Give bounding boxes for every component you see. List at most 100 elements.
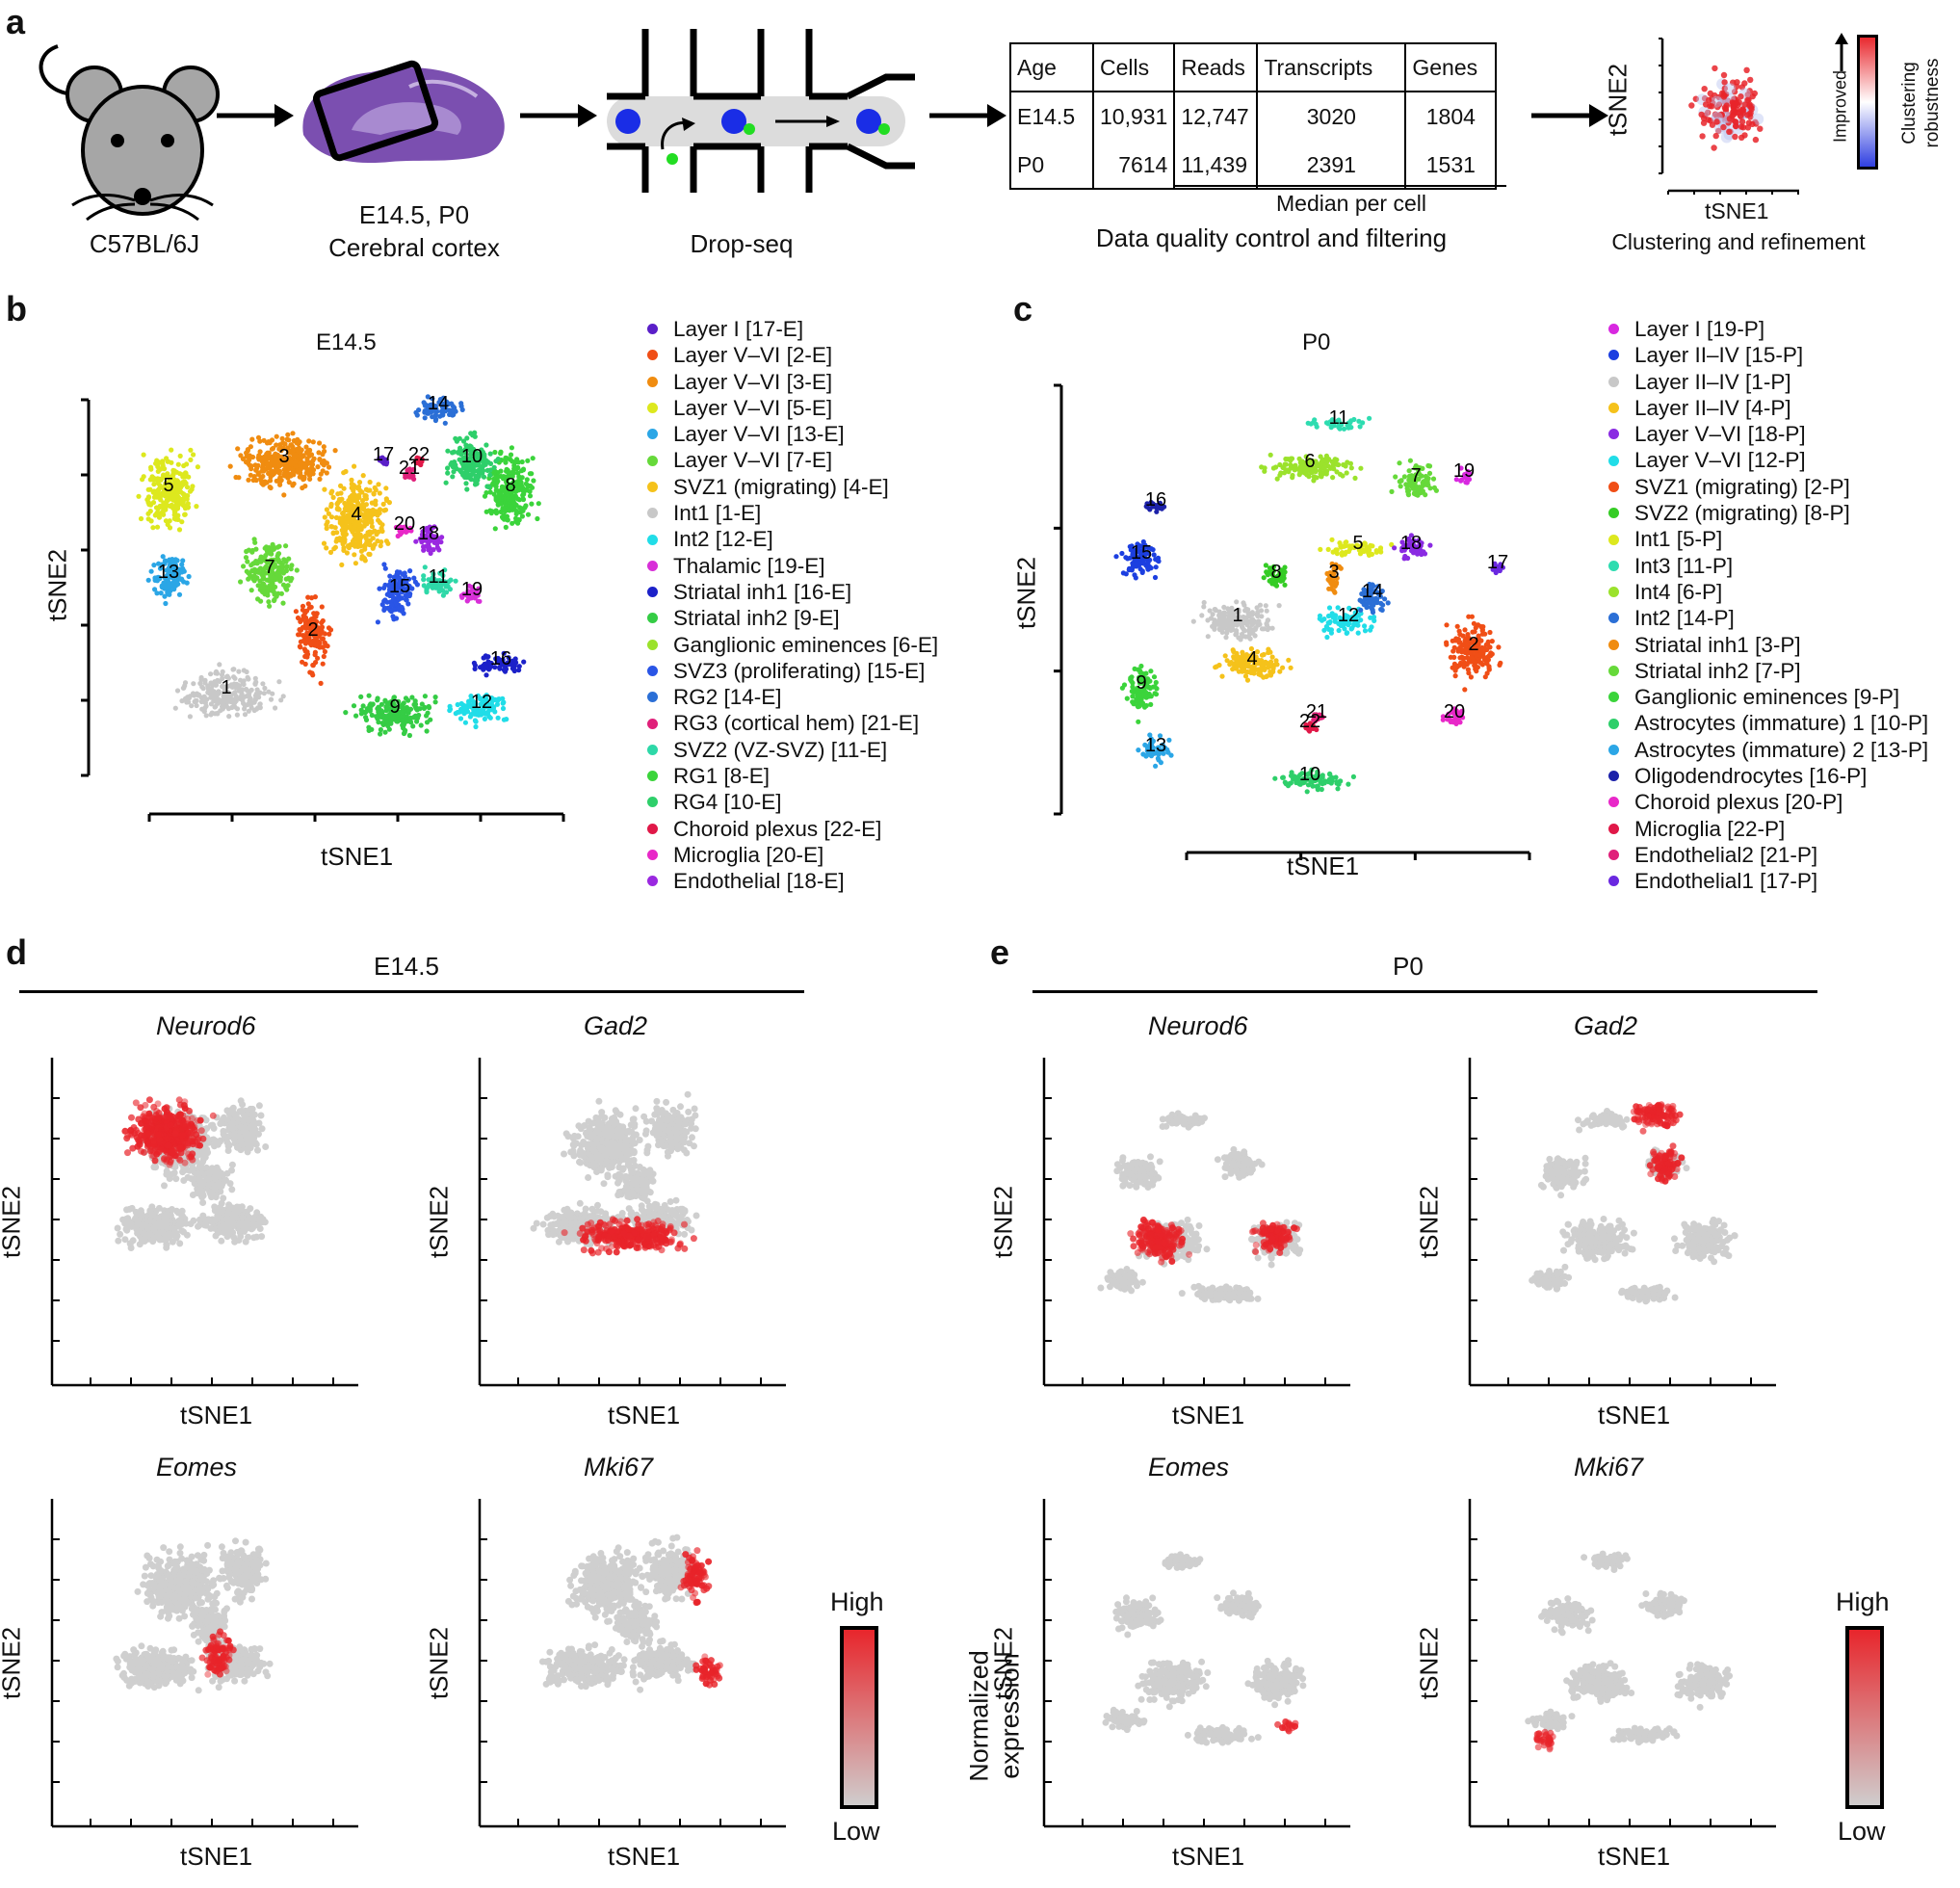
cell-point: [490, 481, 496, 486]
cell-point: [1723, 102, 1730, 109]
arrow-icon: [217, 104, 294, 127]
cell-point: [370, 507, 376, 512]
cell-point: [162, 484, 168, 489]
cell-point: [1488, 650, 1494, 656]
cell-point: [317, 640, 323, 646]
legend-swatch: [647, 481, 658, 492]
cell-point: [305, 594, 311, 600]
table-cell: 2391: [1256, 142, 1407, 190]
cell-point: [481, 707, 486, 713]
cell-point: [535, 515, 540, 522]
cell-point: [280, 694, 286, 699]
cell-point: [273, 705, 278, 711]
cell-point: [1731, 89, 1738, 95]
cell-point: [387, 573, 393, 579]
cell-point: [274, 442, 279, 448]
cell-point: [1713, 118, 1720, 125]
cell-point: [231, 674, 237, 680]
cell-point: [324, 470, 329, 476]
cell-point: [1113, 554, 1119, 560]
cell-point: [1741, 80, 1748, 87]
cell-point: [1362, 628, 1369, 634]
cell-point: [1744, 112, 1751, 118]
legend-item: RG4 [10-E]: [647, 789, 938, 815]
legend-swatch: [647, 876, 658, 887]
legend-label: Striatal inh1 [16-E]: [673, 579, 852, 604]
cluster-label: 8: [505, 475, 515, 496]
cell-point: [506, 469, 511, 475]
cell-point: [194, 702, 199, 709]
legend-label: SVZ2 (VZ-SVZ) [11-E]: [673, 737, 888, 762]
legend-swatch: [1608, 587, 1619, 598]
cell-point: [337, 498, 343, 504]
cell-point: [524, 477, 530, 483]
cell-point: [1743, 66, 1750, 73]
cell-point: [1450, 638, 1455, 643]
cell-point: [253, 559, 259, 564]
legend-item: SVZ1 (migrating) [4-E]: [647, 474, 938, 500]
legend-swatch: [1608, 508, 1619, 519]
cell-point: [1393, 474, 1398, 480]
cell-point: [1323, 458, 1329, 463]
cell-point: [1288, 458, 1294, 463]
cell-point: [1369, 624, 1374, 630]
cell-point: [352, 463, 357, 469]
cell-point: [152, 587, 158, 592]
legend-swatch: [1608, 429, 1619, 440]
cell-point: [1219, 615, 1225, 620]
cell-point: [1352, 475, 1358, 481]
cell-point: [503, 489, 509, 495]
cell-point: [1136, 698, 1141, 704]
cell-point: [506, 655, 511, 661]
cell-point: [1715, 127, 1722, 135]
cell-point: [301, 477, 306, 483]
cell-point: [242, 712, 248, 718]
mouse-icon: [39, 44, 220, 222]
cell-point: [198, 698, 204, 705]
cell-point: [369, 500, 375, 506]
legend-label: Layer I [17-E]: [673, 317, 804, 341]
cell-point: [1738, 93, 1744, 100]
cell-point: [1734, 79, 1740, 86]
cell-point: [274, 433, 279, 439]
legend-item: Int4 [6-P]: [1608, 579, 1928, 605]
cell-point: [426, 539, 431, 545]
cell-point: [1276, 603, 1282, 609]
cell-point: [236, 475, 242, 481]
cell-point: [332, 525, 338, 531]
legend-swatch: [1608, 797, 1619, 808]
cell-point: [1282, 564, 1288, 570]
cell-point: [179, 519, 185, 525]
cell-point: [317, 476, 323, 482]
brain-caption-region: Cerebral cortex: [328, 233, 500, 262]
cell-point: [1311, 474, 1317, 480]
cell-point: [1356, 418, 1362, 424]
arrow-icon: [1531, 104, 1608, 127]
cluster-label: 8: [1270, 562, 1281, 583]
cell-point: [293, 609, 299, 615]
cell-point: [326, 464, 332, 470]
cell-point: [351, 483, 356, 488]
cell-point: [218, 708, 223, 714]
legend-swatch: [647, 692, 658, 703]
cell-point: [175, 566, 181, 572]
cell-point: [397, 528, 403, 534]
cell-point: [381, 585, 387, 590]
cell-point: [324, 525, 329, 532]
cell-point: [182, 680, 189, 686]
cell-point: [487, 489, 493, 495]
cell-point: [319, 628, 325, 634]
cell-point: [166, 583, 172, 589]
cell-point: [353, 522, 358, 528]
cell-point: [378, 543, 383, 549]
cell-point: [223, 703, 229, 709]
cell-point: [1372, 617, 1377, 623]
cell-point: [383, 538, 389, 544]
cell-point: [408, 720, 414, 725]
cell-point: [445, 470, 451, 476]
table-cell: 11,439: [1173, 142, 1259, 190]
legend-item: Astrocytes (immature) 2 [13-P]: [1608, 737, 1928, 763]
cluster-caption: Clustering and refinement: [1611, 229, 1866, 254]
cell-point: [180, 558, 186, 564]
cell-point: [466, 459, 472, 465]
